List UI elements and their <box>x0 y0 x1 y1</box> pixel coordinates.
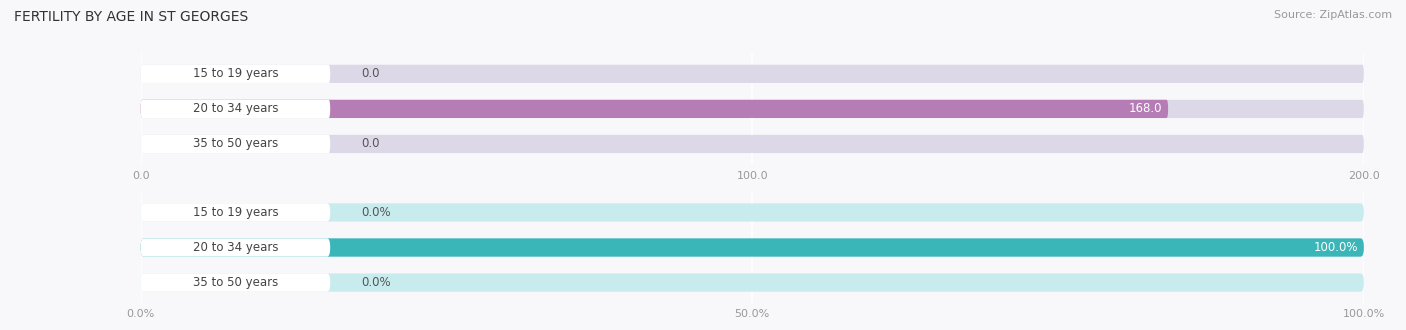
FancyBboxPatch shape <box>141 238 1364 257</box>
Text: 100.0%: 100.0% <box>1313 241 1358 254</box>
Text: 15 to 19 years: 15 to 19 years <box>193 67 278 80</box>
Text: 20 to 34 years: 20 to 34 years <box>193 241 278 254</box>
FancyBboxPatch shape <box>141 100 330 118</box>
FancyBboxPatch shape <box>141 274 1364 292</box>
Text: 0.0%: 0.0% <box>361 206 391 219</box>
Text: 0.0: 0.0 <box>361 138 380 150</box>
FancyBboxPatch shape <box>141 203 330 221</box>
FancyBboxPatch shape <box>141 135 330 153</box>
Text: 35 to 50 years: 35 to 50 years <box>193 276 278 289</box>
Text: 0.0%: 0.0% <box>361 276 391 289</box>
FancyBboxPatch shape <box>141 100 1364 118</box>
FancyBboxPatch shape <box>141 238 330 257</box>
FancyBboxPatch shape <box>141 100 1168 118</box>
FancyBboxPatch shape <box>141 65 1364 83</box>
Text: FERTILITY BY AGE IN ST GEORGES: FERTILITY BY AGE IN ST GEORGES <box>14 10 249 24</box>
Text: 35 to 50 years: 35 to 50 years <box>193 138 278 150</box>
FancyBboxPatch shape <box>141 238 1364 257</box>
FancyBboxPatch shape <box>141 135 1364 153</box>
Text: Source: ZipAtlas.com: Source: ZipAtlas.com <box>1274 10 1392 20</box>
FancyBboxPatch shape <box>141 65 330 83</box>
Text: 0.0: 0.0 <box>361 67 380 80</box>
Text: 168.0: 168.0 <box>1129 102 1161 115</box>
Text: 15 to 19 years: 15 to 19 years <box>193 206 278 219</box>
FancyBboxPatch shape <box>141 203 1364 221</box>
Text: 20 to 34 years: 20 to 34 years <box>193 102 278 115</box>
FancyBboxPatch shape <box>141 274 330 292</box>
